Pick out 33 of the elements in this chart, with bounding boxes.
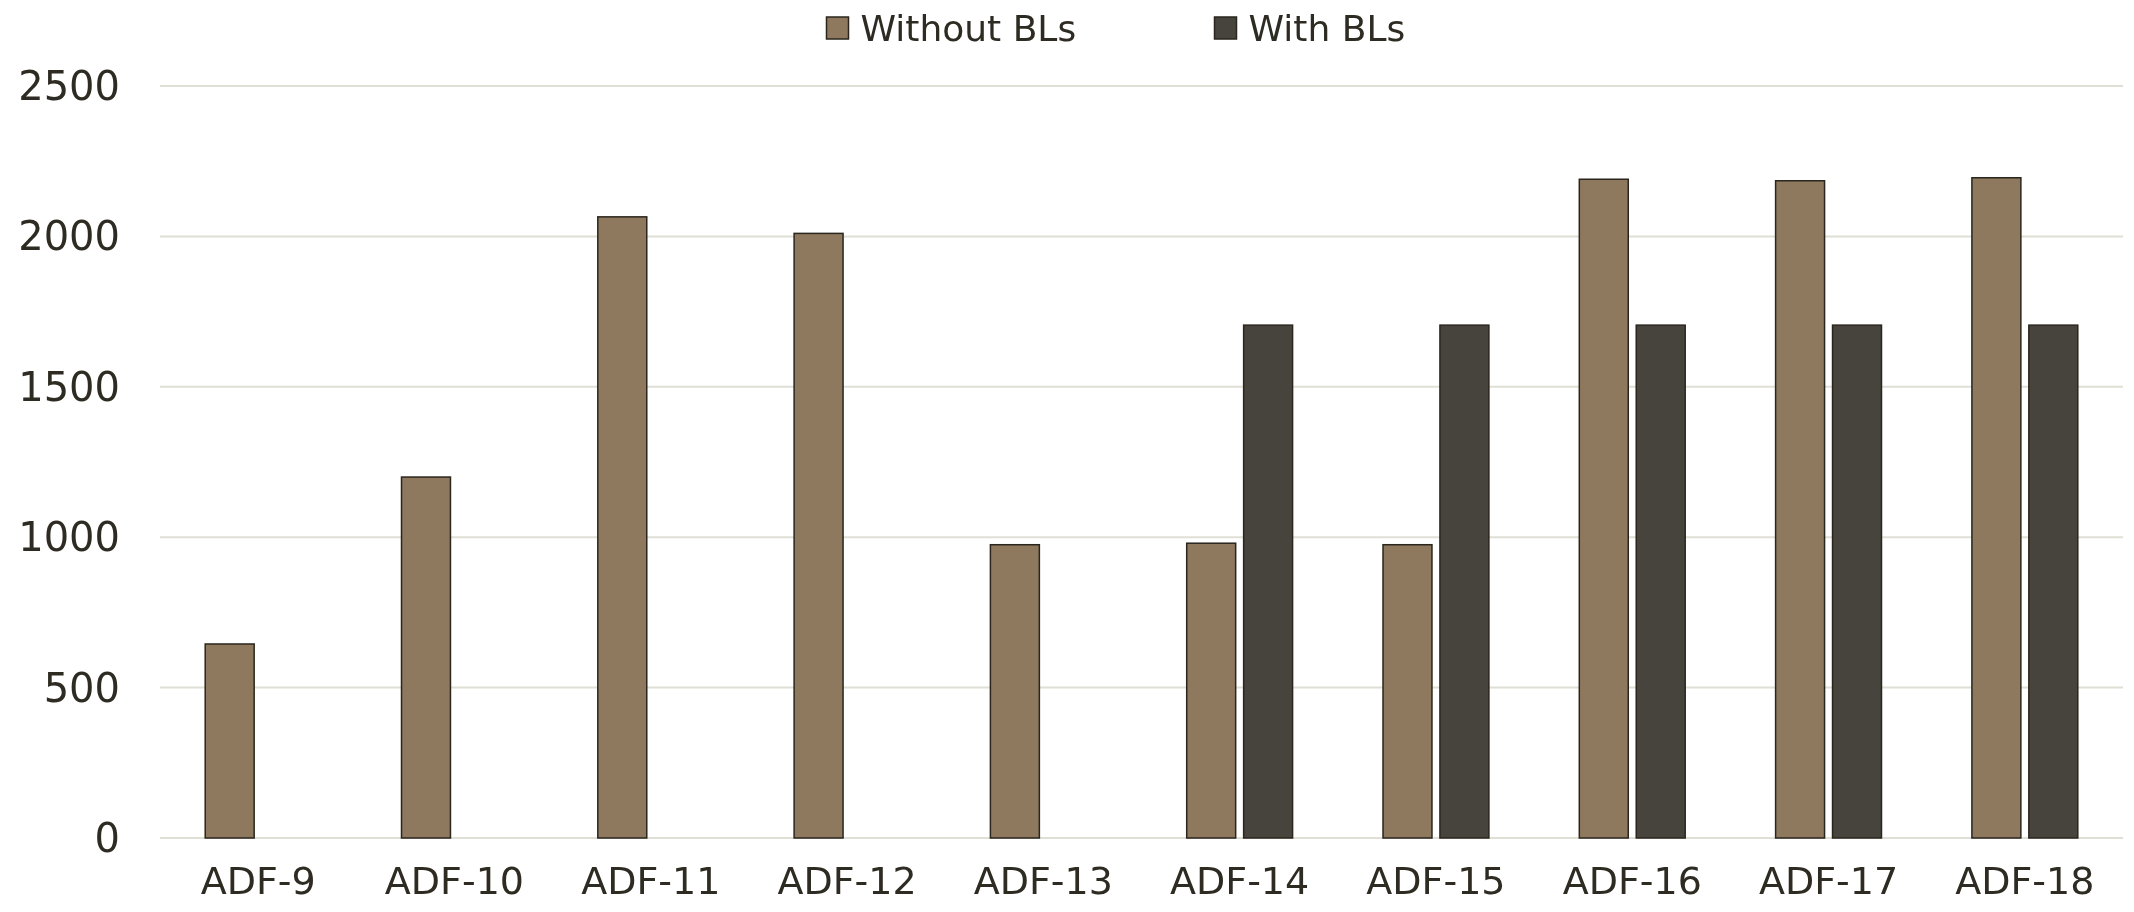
y-tick-label: 2000 [18, 213, 120, 260]
x-tick-label: ADF-11 [581, 859, 721, 903]
bar [1774, 180, 1826, 839]
bar [793, 232, 844, 839]
bar [989, 543, 1041, 839]
bar [1439, 324, 1490, 839]
bar [1185, 542, 1237, 839]
bar [204, 643, 255, 839]
x-tick-label: ADF-12 [777, 859, 917, 903]
legend-label: With BLs [1248, 8, 1406, 49]
x-tick-label: ADF-17 [1758, 859, 1899, 903]
bar [1831, 324, 1883, 839]
x-tick-label: ADF-14 [1170, 859, 1310, 903]
bar [1242, 324, 1294, 839]
bar [1578, 178, 1630, 839]
bar [1382, 543, 1433, 839]
bar [597, 216, 648, 839]
y-tick-label: 1000 [18, 514, 120, 561]
bar [2028, 324, 2079, 839]
x-tick-label: ADF-10 [384, 859, 525, 903]
y-tick-label: 500 [43, 664, 120, 711]
x-tick-label: ADF-13 [973, 859, 1113, 903]
bar [1971, 176, 2022, 839]
y-tick-label: 0 [94, 815, 120, 861]
bar [1635, 324, 1686, 839]
legend-label: Without BLs [860, 8, 1077, 49]
x-tick-label: ADF-16 [1562, 859, 1702, 903]
x-tick-label: ADF-9 [200, 859, 316, 903]
x-tick-label: ADF-18 [1955, 859, 2095, 903]
y-tick-label: 1500 [18, 363, 120, 410]
bar [400, 476, 452, 839]
x-tick-label: ADF-15 [1366, 859, 1506, 903]
y-tick-label: 2500 [18, 63, 120, 109]
